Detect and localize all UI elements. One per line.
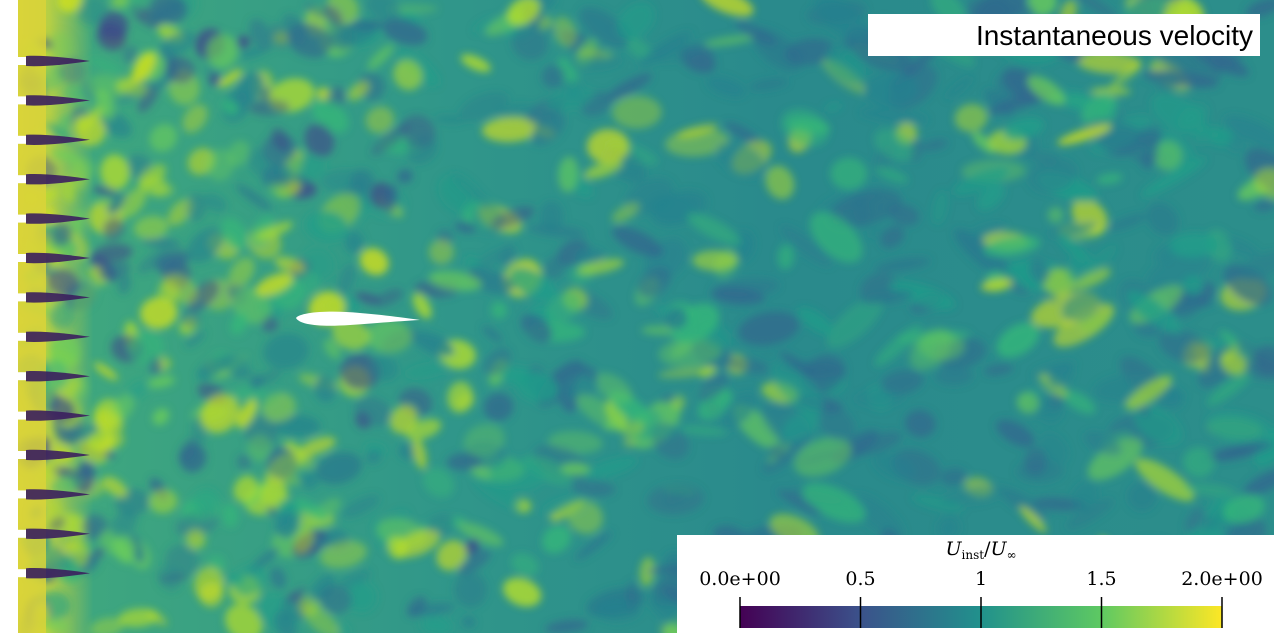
grid-bar — [18, 451, 26, 459]
label-part: ∞ — [1006, 548, 1016, 562]
title: Instantaneous velocity — [976, 20, 1253, 51]
grid-bar — [18, 293, 26, 301]
flow-blob — [1090, 87, 1131, 96]
grid-bar — [18, 412, 26, 420]
label-part: U — [946, 538, 963, 560]
grid-bar — [18, 530, 26, 538]
grid-bar — [18, 57, 26, 65]
flow-blob — [830, 158, 867, 190]
label-part: inst — [962, 548, 985, 562]
colorbar-tick-label: 1.5 — [1086, 568, 1116, 590]
grid-bar — [18, 175, 26, 183]
grid-bar — [18, 96, 26, 104]
colorbar-tick-label: 1 — [975, 568, 987, 590]
grid-bar — [18, 136, 26, 144]
figure: Instantaneous velocity Uinst/U∞ 0.0e+000… — [0, 0, 1274, 633]
label-part: U — [990, 538, 1007, 560]
grid-bar — [18, 490, 26, 498]
flow-blob — [454, 572, 487, 608]
grid-bar — [18, 254, 26, 262]
grid-bar — [18, 569, 26, 577]
colorbar-tick-label: 2.0e+00 — [1181, 568, 1263, 590]
grid-bar — [18, 215, 26, 223]
grid-bar — [18, 333, 26, 341]
colorbar-tick-label: 0.5 — [845, 568, 875, 590]
colorbar-tick-label: 0.0e+00 — [699, 568, 781, 590]
grid-bar — [18, 372, 26, 380]
